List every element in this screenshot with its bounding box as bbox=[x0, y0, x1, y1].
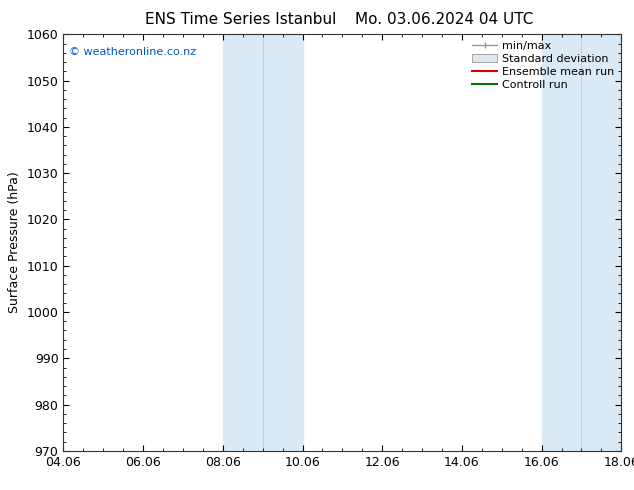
Text: Mo. 03.06.2024 04 UTC: Mo. 03.06.2024 04 UTC bbox=[354, 12, 533, 27]
Bar bbox=[541, 34, 621, 451]
Y-axis label: Surface Pressure (hPa): Surface Pressure (hPa) bbox=[8, 172, 21, 314]
Legend: min/max, Standard deviation, Ensemble mean run, Controll run: min/max, Standard deviation, Ensemble me… bbox=[469, 38, 618, 93]
Text: ENS Time Series Istanbul: ENS Time Series Istanbul bbox=[145, 12, 337, 27]
Bar bbox=[223, 34, 302, 451]
Text: © weatheronline.co.nz: © weatheronline.co.nz bbox=[69, 47, 196, 57]
